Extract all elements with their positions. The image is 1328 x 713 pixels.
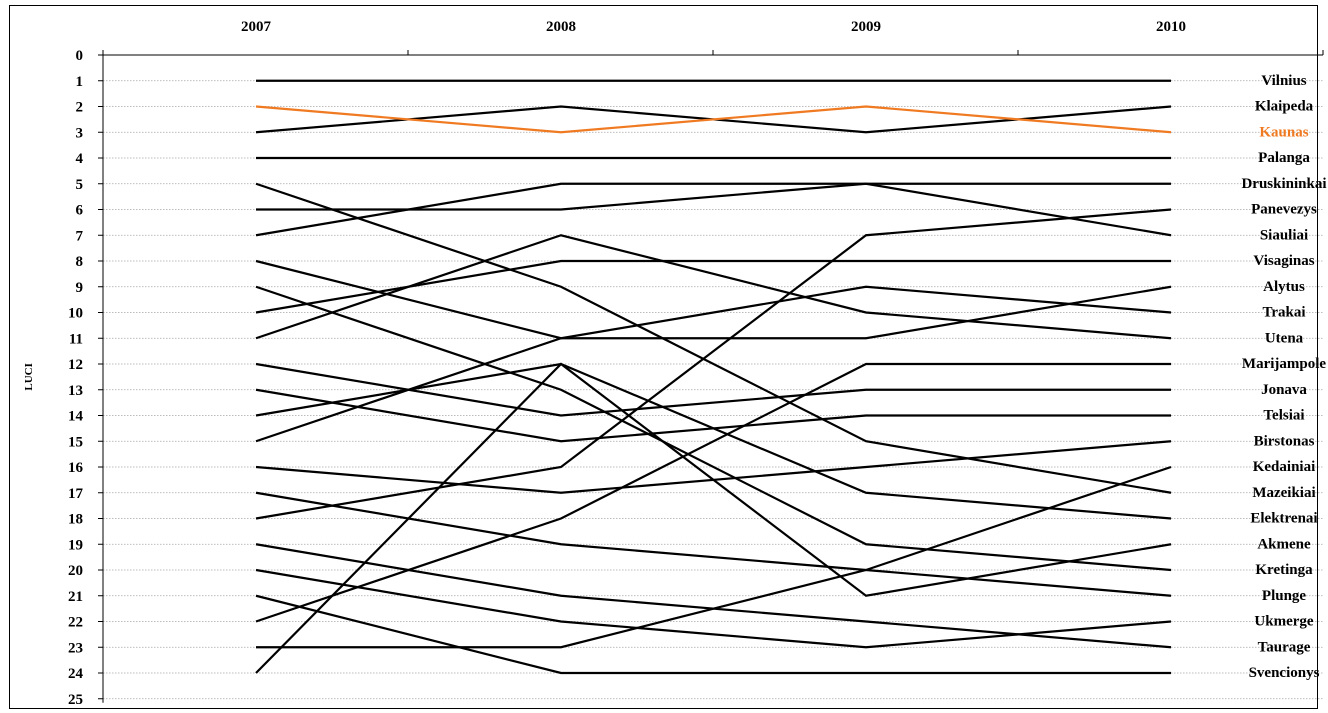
series-label-kaunas: Kaunas [1259, 124, 1308, 140]
axes: 2007 2008 2009 2010012345678910111213141516… [23, 19, 1324, 708]
x-tick-label: 2010 [1156, 19, 1186, 35]
y-tick-label: 2 [76, 100, 84, 116]
series-line-jonava [255, 285, 1172, 572]
series-label-alytus: Alytus [1263, 279, 1305, 295]
series-label-mazeikiai: Mazeikiai [1252, 485, 1315, 501]
series-label-ukmerge: Ukmerge [1254, 614, 1313, 630]
series-line-taurage [255, 568, 1172, 649]
series-line-panevezys [255, 182, 1172, 494]
y-tick-label: 7 [76, 228, 84, 244]
x-tick-label: 2008 [546, 19, 576, 35]
series-label-jonava: Jonava [1261, 382, 1307, 398]
y-tick-label: 3 [76, 125, 84, 141]
x-tick-label: 2009 [851, 19, 881, 35]
y-tick-label: 16 [68, 460, 84, 476]
y-tick-label: 4 [76, 151, 84, 167]
series-label-trakai: Trakai [1262, 305, 1305, 321]
y-tick-label: 18 [68, 512, 83, 528]
series-label-druskininkai: Druskininkai [1241, 176, 1326, 192]
series-label-palanga: Palanga [1258, 150, 1310, 166]
y-tick-label: 9 [76, 280, 84, 296]
y-tick-label: 8 [76, 254, 84, 270]
y-tick-label: 13 [68, 383, 83, 399]
series-label-marijampole: Marijampole [1242, 356, 1326, 372]
series-label-birstonas: Birstonas [1254, 433, 1315, 449]
y-tick-label: 20 [68, 563, 83, 579]
series-label-kretinga: Kretinga [1255, 562, 1313, 578]
series-label-klaipeda: Klaipeda [1255, 99, 1314, 115]
y-tick-label: 6 [76, 203, 84, 219]
series-label-telsiai: Telsiai [1263, 408, 1304, 424]
y-tick-label: 17 [68, 486, 84, 502]
series-line-plunge [255, 208, 1172, 520]
series-line-trakai [255, 259, 1172, 340]
series-label-taurage: Taurage [1258, 639, 1311, 655]
series-label-vilnius: Vilnius [1261, 73, 1306, 89]
y-tick-label: 23 [68, 640, 83, 656]
y-tick-label: 25 [68, 692, 83, 708]
y-tick-label: 15 [68, 434, 83, 450]
series-label-svencionys: Svencionys [1249, 665, 1320, 681]
series-line-kaunas [255, 105, 1172, 134]
series-label-akmene: Akmene [1257, 536, 1311, 552]
series-label-panevezys: Panevezys [1251, 202, 1317, 218]
series-label-siauliai: Siauliai [1260, 227, 1308, 243]
y-tick-label: 24 [68, 666, 84, 682]
series-line-siauliai [256, 182, 1172, 237]
y-tick-label: 22 [68, 615, 83, 631]
series-line-akmene [255, 594, 1171, 675]
series-labels: Vilnius Klaipeda Kaunas Palanga Druskininkai… [1241, 73, 1326, 681]
y-tick-label: 12 [68, 357, 83, 373]
y-tick-label: 10 [68, 306, 83, 322]
y-tick-label: 1 [76, 74, 84, 90]
y-tick-label: 5 [76, 177, 84, 193]
chart-frame [9, 5, 1318, 709]
series-label-visaginas: Visaginas [1253, 253, 1314, 269]
series-line-utena [255, 234, 1172, 340]
series-label-utena: Utena [1265, 330, 1304, 346]
series-line-elektrenai [255, 362, 1172, 520]
series-label-elektrenai: Elektrenai [1250, 511, 1317, 527]
series-label-kedainiai: Kedainiai [1253, 459, 1316, 475]
y-tick-label: 21 [68, 589, 83, 605]
y-tick-label: 19 [68, 537, 83, 553]
y-tick-label: 11 [69, 331, 83, 347]
y-tick-label: 14 [68, 409, 84, 425]
series-line-svencionys [255, 362, 1172, 674]
series-label-plunge: Plunge [1262, 588, 1307, 604]
y-axis-title: LUCI [23, 363, 35, 391]
y-tick-label: 0 [76, 48, 84, 64]
x-tick-label: 2007 [241, 19, 272, 35]
series-lines [255, 79, 1172, 675]
